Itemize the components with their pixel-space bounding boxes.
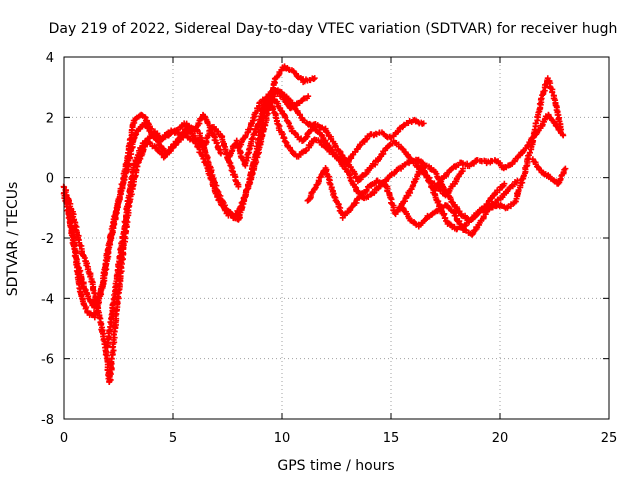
x-tick-label: 5	[169, 431, 177, 446]
data-point	[203, 135, 210, 142]
data-point	[213, 139, 220, 146]
data-point	[207, 175, 214, 182]
series-sat-i	[431, 111, 566, 194]
data-point	[106, 240, 113, 247]
data-point	[561, 166, 568, 173]
data-point	[306, 120, 313, 127]
data-point	[108, 355, 115, 362]
data-point	[269, 106, 276, 113]
data-point	[363, 136, 370, 143]
data-point	[419, 164, 426, 171]
data-point	[93, 301, 100, 308]
y-axis-label: SDTVAR / TECUs	[5, 182, 21, 297]
x-tick-label: 15	[383, 431, 400, 446]
x-tick-label: 25	[601, 431, 618, 446]
x-tick-label: 10	[274, 431, 291, 446]
y-tick-label: 4	[46, 51, 54, 66]
data-point	[549, 89, 556, 96]
x-tick-label: 0	[60, 431, 68, 446]
data-point	[501, 180, 508, 187]
data-point	[217, 150, 224, 157]
chart-title: Day 219 of 2022, Sidereal Day-to-day VTE…	[49, 21, 618, 37]
data-point	[311, 185, 318, 192]
data-point	[107, 376, 114, 383]
y-tick-label: -2	[41, 232, 54, 247]
series-sat-h	[304, 163, 520, 233]
data-point	[526, 149, 533, 156]
y-tick-label: -8	[41, 413, 54, 428]
data-point	[352, 183, 359, 190]
data-point	[357, 176, 364, 183]
data-point	[119, 233, 126, 240]
y-tick-label: 0	[46, 172, 54, 187]
data-point	[400, 122, 407, 129]
y-tick-label: -4	[41, 292, 54, 307]
data-point	[459, 165, 466, 172]
data-point	[399, 145, 406, 152]
y-tick-label: -6	[41, 353, 54, 368]
data-point	[278, 67, 285, 74]
series-sat-k	[529, 156, 568, 187]
data-point	[200, 155, 207, 162]
data-point	[282, 114, 289, 121]
data-point	[282, 138, 289, 145]
data-point	[310, 76, 317, 83]
data-points	[60, 63, 569, 386]
data-point	[311, 75, 318, 82]
x-axis-label: GPS time / hours	[277, 458, 394, 474]
data-point	[499, 183, 506, 190]
data-point	[420, 120, 427, 127]
data-point	[235, 183, 242, 190]
axis-ticks: 0 5 10 15 20 25 -8 -6 -4 -2 0 2 4	[41, 51, 617, 446]
series-sat-a	[60, 63, 317, 310]
data-point	[102, 351, 109, 358]
grid-lines	[63, 56, 610, 420]
data-point	[560, 132, 567, 139]
x-tick-label: 20	[492, 431, 509, 446]
data-point	[558, 126, 565, 133]
series-sat-f	[235, 90, 426, 167]
data-point	[247, 169, 254, 176]
y-tick-label: 2	[46, 111, 54, 126]
data-point	[296, 111, 303, 118]
data-point	[562, 165, 569, 172]
data-point	[305, 93, 312, 100]
series-sat-g	[257, 87, 507, 224]
series-sat-j	[399, 75, 564, 238]
